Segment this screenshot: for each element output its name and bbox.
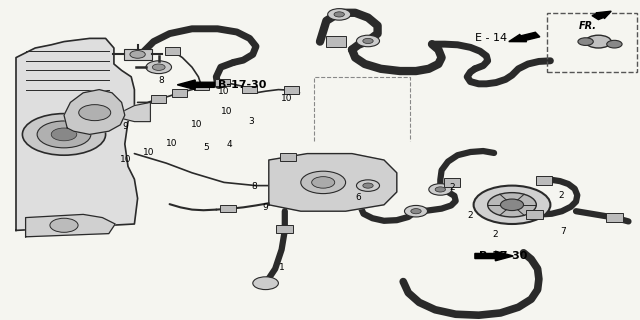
Circle shape: [356, 180, 380, 191]
Text: 2: 2: [467, 212, 472, 220]
Bar: [220, 205, 236, 212]
Circle shape: [578, 38, 593, 45]
Bar: [276, 225, 293, 233]
Bar: [444, 178, 460, 187]
Text: 2: 2: [559, 191, 564, 200]
Circle shape: [586, 35, 611, 48]
Bar: [151, 95, 166, 103]
Circle shape: [79, 105, 111, 121]
Text: 2: 2: [449, 183, 454, 192]
Circle shape: [152, 64, 165, 70]
Circle shape: [607, 40, 622, 48]
Bar: [280, 153, 296, 161]
Text: 10: 10: [166, 139, 177, 148]
Bar: [165, 47, 180, 55]
Circle shape: [253, 277, 278, 290]
Circle shape: [474, 186, 550, 224]
Bar: [284, 86, 299, 94]
Text: 2: 2: [492, 230, 497, 239]
Bar: [536, 176, 552, 185]
FancyArrow shape: [475, 251, 513, 261]
Circle shape: [328, 9, 351, 20]
Circle shape: [51, 128, 77, 141]
Circle shape: [130, 51, 145, 58]
Circle shape: [50, 218, 78, 232]
Text: B-17-30: B-17-30: [218, 80, 266, 90]
Circle shape: [22, 114, 106, 155]
Text: 4: 4: [227, 140, 232, 149]
Bar: [526, 210, 543, 219]
Text: 9: 9: [263, 203, 268, 212]
Circle shape: [312, 177, 335, 188]
Circle shape: [334, 12, 344, 17]
Polygon shape: [16, 38, 138, 230]
Bar: [547, 13, 637, 72]
Text: 3: 3: [248, 117, 253, 126]
Circle shape: [37, 121, 91, 148]
Circle shape: [404, 205, 428, 217]
Circle shape: [363, 183, 373, 188]
Text: E - 14: E - 14: [475, 33, 507, 43]
FancyArrow shape: [509, 32, 540, 42]
Circle shape: [488, 193, 536, 217]
Circle shape: [500, 199, 524, 211]
Text: B-17-30: B-17-30: [479, 251, 527, 261]
Bar: [124, 49, 152, 60]
Text: 7: 7: [561, 227, 566, 236]
Text: 10: 10: [281, 94, 292, 103]
Text: 8: 8: [252, 182, 257, 191]
Circle shape: [301, 171, 346, 194]
Bar: [606, 213, 623, 222]
Bar: [194, 83, 209, 90]
Circle shape: [429, 184, 452, 195]
Bar: [242, 86, 257, 93]
Bar: [172, 89, 187, 97]
Text: FR.: FR.: [579, 20, 596, 31]
Text: 10: 10: [120, 155, 131, 164]
Circle shape: [356, 35, 380, 47]
Circle shape: [146, 61, 172, 74]
Circle shape: [411, 209, 421, 214]
Text: 6: 6: [356, 193, 361, 202]
Text: 9: 9: [122, 122, 127, 131]
Bar: [326, 36, 346, 47]
FancyArrow shape: [177, 80, 214, 90]
Polygon shape: [269, 154, 397, 211]
Polygon shape: [64, 90, 125, 134]
Text: 1: 1: [279, 263, 284, 272]
Bar: [215, 79, 230, 86]
Polygon shape: [26, 214, 115, 237]
Text: 5: 5: [204, 143, 209, 152]
Polygon shape: [122, 102, 150, 122]
Text: 10: 10: [191, 120, 203, 129]
Text: 8: 8: [159, 76, 164, 84]
Text: 10: 10: [221, 107, 233, 116]
FancyArrow shape: [592, 11, 611, 20]
Text: 10: 10: [218, 87, 230, 96]
Circle shape: [363, 38, 373, 44]
Circle shape: [435, 187, 445, 192]
Text: 10: 10: [143, 148, 154, 157]
